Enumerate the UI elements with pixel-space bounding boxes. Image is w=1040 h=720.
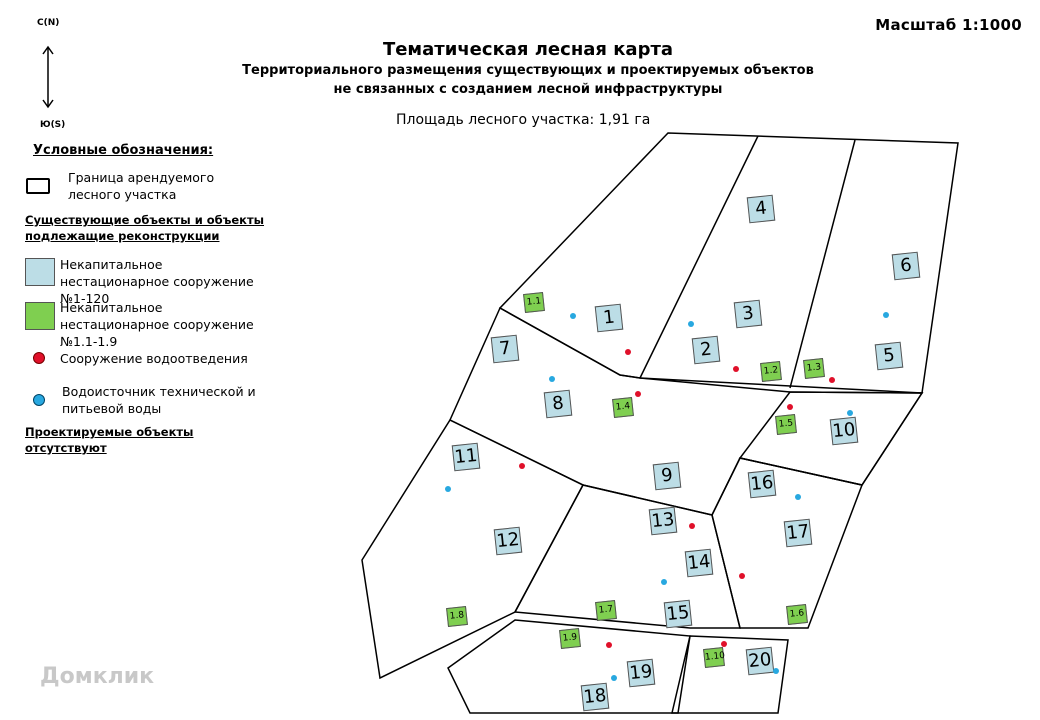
water-source-dot-icon	[847, 410, 853, 416]
watermark: Домклик	[40, 664, 155, 689]
green-structure-marker: 1.4	[612, 397, 634, 418]
compass-north-label: С(N)	[37, 18, 60, 28]
drainage-dot-icon	[635, 391, 641, 397]
blue-structure-marker: 10	[829, 416, 859, 446]
blue-structure-marker: 17	[783, 518, 813, 548]
drainage-dot-icon	[606, 642, 612, 648]
water-source-dot-icon	[883, 312, 889, 318]
blue-structure-marker: 9	[652, 461, 682, 491]
green-structure-marker: 1.10	[703, 647, 725, 668]
area-label: Площадь лесного участка: 1,91 га	[396, 112, 651, 128]
blue-structure-marker: 1	[594, 303, 624, 333]
blue-structure-marker: 3	[733, 299, 763, 329]
blue-structure-marker: 11	[451, 442, 481, 472]
blue-structure-marker: 16	[747, 469, 777, 499]
water-source-dot-icon	[611, 675, 617, 681]
legend-drainage-text: Сооружение водоотведения	[60, 351, 248, 366]
legend-green-text: Некапитальное нестационарное сооружение …	[60, 300, 254, 349]
blue-structure-marker: 19	[626, 658, 656, 688]
blue-structure-marker: 5	[874, 341, 904, 371]
water-source-dot-icon	[773, 668, 779, 674]
legend-blue-text: Некапитальное нестационарное сооружение …	[60, 257, 254, 306]
water-source-dot-icon	[445, 486, 451, 492]
water-source-dot-icon	[33, 394, 45, 406]
plot-boundaries	[361, 132, 959, 714]
map-title: Тематическая лесная карта	[382, 39, 674, 60]
blue-structure-marker: 4	[746, 194, 776, 224]
green-structure-swatch	[25, 302, 55, 330]
water-source-dot-icon	[688, 321, 694, 327]
blue-structure-marker: 6	[891, 251, 921, 281]
water-source-dot-icon	[549, 376, 555, 382]
legend-projected-text: Проектируемые объекты отсутствуют	[25, 425, 194, 455]
blue-structure-marker: 18	[580, 682, 610, 712]
drainage-dot-icon	[739, 573, 745, 579]
blue-structure-marker: 20	[745, 646, 775, 676]
blue-structure-marker: 15	[663, 599, 693, 629]
blue-structure-marker: 12	[493, 526, 523, 556]
scale-label: Масштаб 1:1000	[875, 16, 1022, 34]
green-structure-marker: 1.3	[803, 358, 825, 379]
green-structure-marker: 1.7	[595, 600, 617, 621]
blue-structure-marker: 8	[543, 389, 573, 419]
water-source-dot-icon	[795, 494, 801, 500]
green-structure-marker: 1.1	[523, 292, 545, 313]
legend-boundary-text: Граница арендуемого лесного участка	[68, 170, 215, 202]
drainage-dot-icon	[733, 366, 739, 372]
drainage-dot-icon	[625, 349, 631, 355]
compass-south-label: Ю(S)	[40, 120, 66, 130]
map-subtitle-line2: не связанных с созданием лесной инфрастр…	[333, 82, 723, 97]
boundary-swatch	[26, 178, 50, 194]
drainage-dot-icon	[689, 523, 695, 529]
blue-structure-marker: 2	[691, 335, 721, 365]
drainage-dot-icon	[721, 641, 727, 647]
blue-structure-swatch	[25, 258, 55, 286]
drainage-dot-icon	[519, 463, 525, 469]
legend-title: Условные обозначения:	[33, 143, 214, 158]
blue-structure-marker: 7	[490, 334, 520, 364]
blue-structure-marker: 13	[648, 506, 678, 536]
green-structure-marker: 1.6	[786, 604, 808, 625]
water-source-dot-icon	[661, 579, 667, 585]
water-source-dot-icon	[570, 313, 576, 319]
green-structure-marker: 1.5	[775, 414, 797, 435]
legend-existing-header: Существующие объекты и объекты подлежащи…	[25, 213, 265, 243]
green-structure-marker: 1.9	[559, 628, 581, 649]
map-subtitle-line1: Территориального размещения существующих…	[242, 63, 814, 78]
drainage-dot-icon	[829, 377, 835, 383]
drainage-dot-icon	[33, 352, 45, 364]
green-structure-marker: 1.8	[446, 606, 468, 627]
north-south-arrow-icon	[42, 45, 54, 109]
green-structure-marker: 1.2	[760, 361, 782, 382]
blue-structure-marker: 14	[684, 548, 714, 578]
legend-water-text: Водоисточник технической и питьевой воды	[62, 384, 256, 416]
drainage-dot-icon	[787, 404, 793, 410]
